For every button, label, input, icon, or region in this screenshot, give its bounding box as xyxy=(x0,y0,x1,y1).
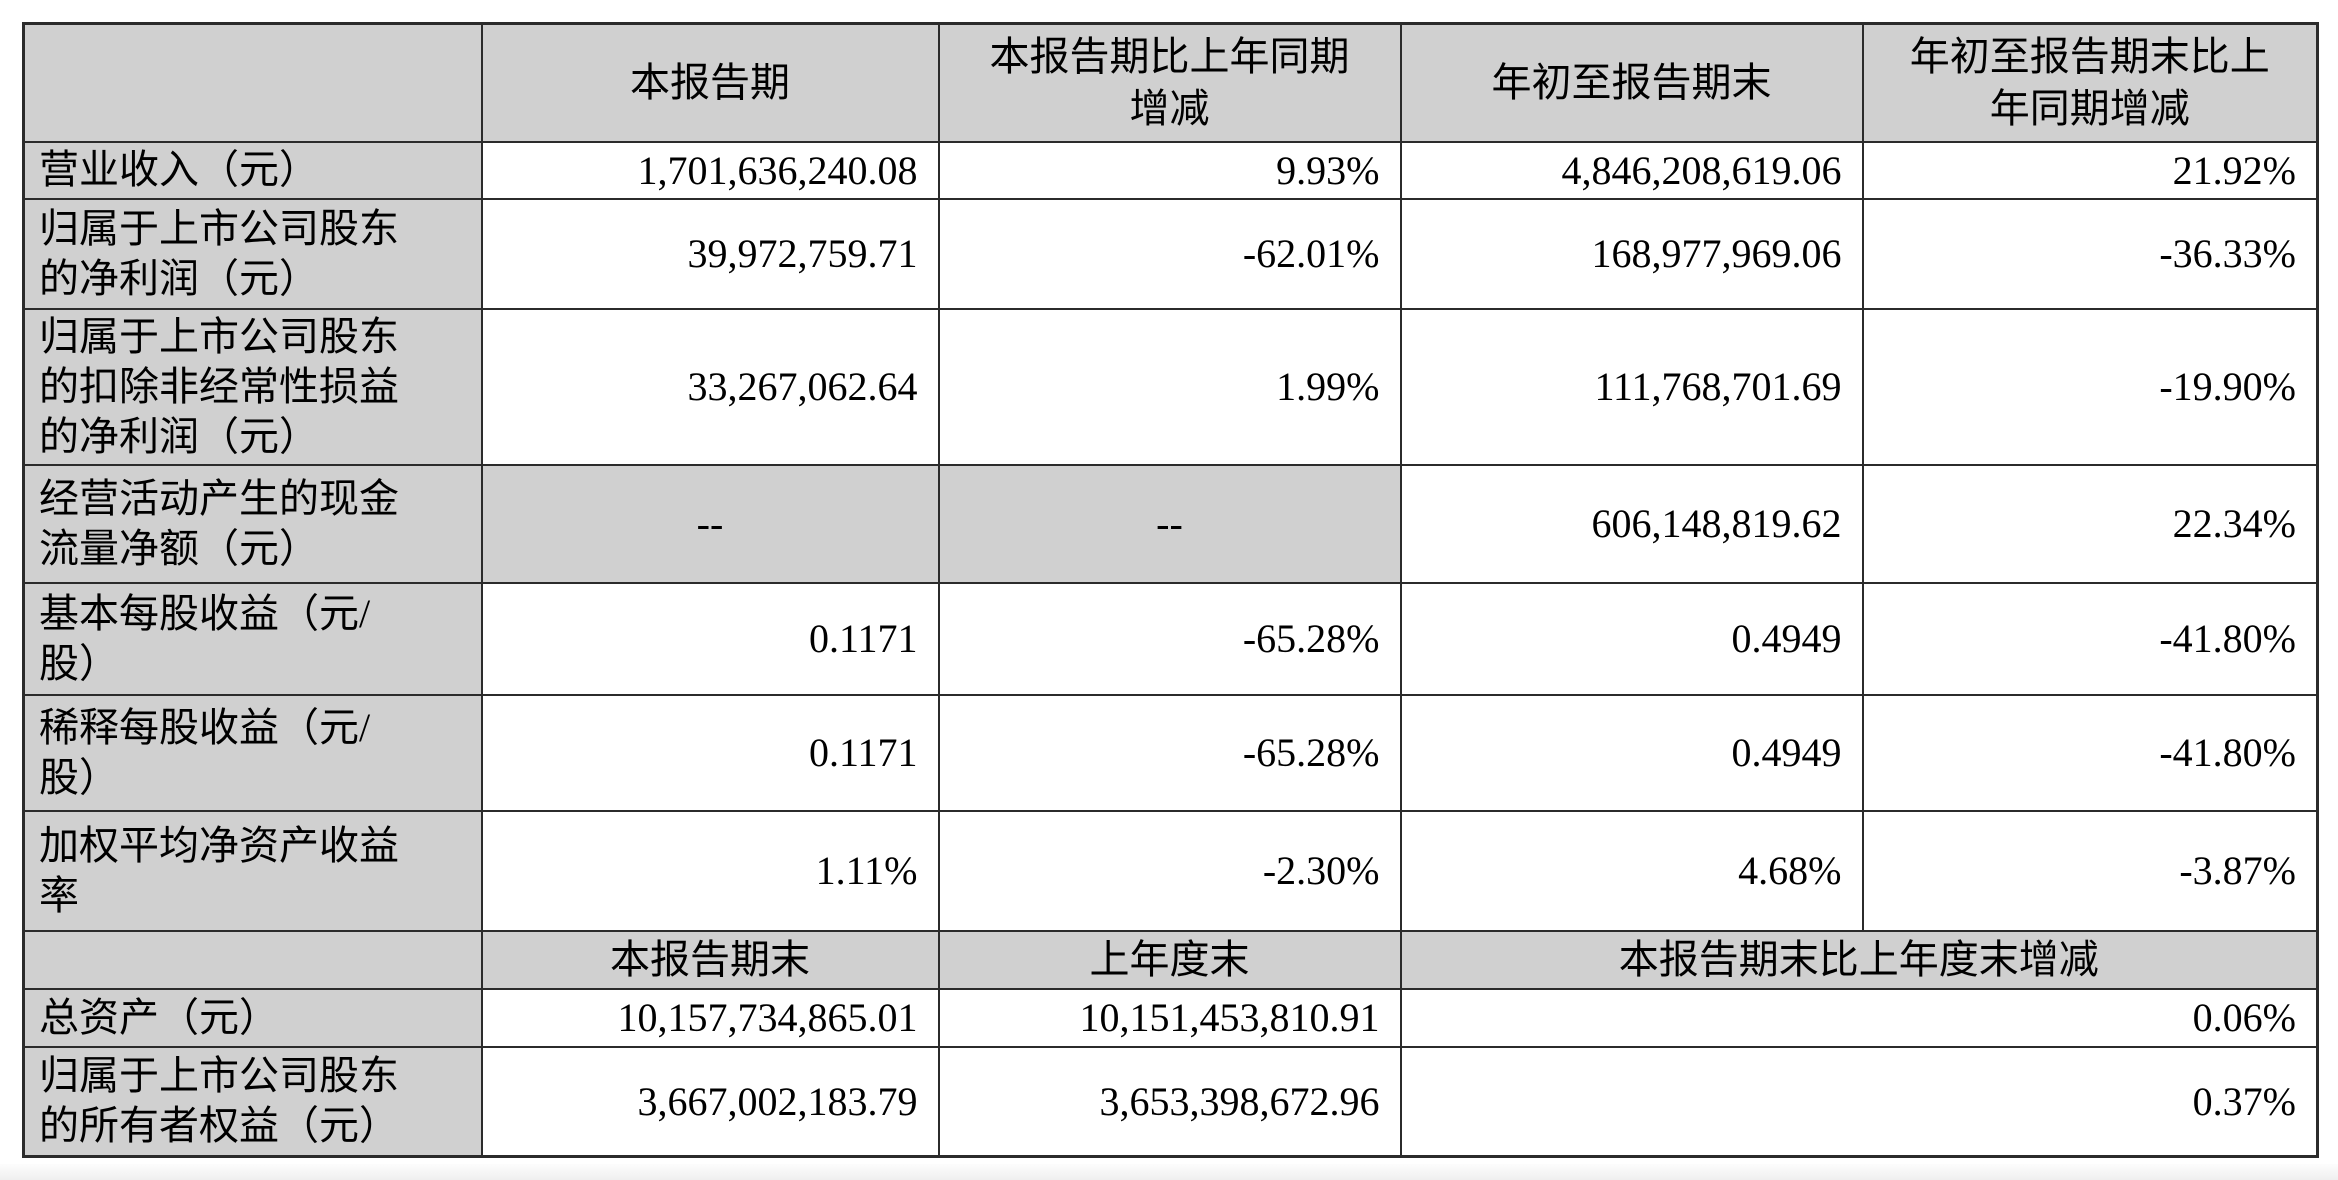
table-row-basic-eps: 基本每股收益（元/ 股） 0.1171 -65.28% 0.4949 -41.8… xyxy=(22,581,2319,696)
cell-value: 0.4949 xyxy=(1399,693,1864,812)
cell-value: 4.68% xyxy=(1399,809,1864,932)
cell-value-empty: -- xyxy=(480,463,940,584)
col-header-end-of-last-year: 上年度末 xyxy=(937,929,1402,990)
cell-value: 1,701,636,240.08 xyxy=(480,140,940,200)
cell-value: 168,977,969.06 xyxy=(1399,197,1864,310)
row-label: 加权平均净资产收益 率 xyxy=(22,809,483,932)
cell-value: 0.06% xyxy=(1399,987,2319,1048)
row-label: 归属于上市公司股东 的净利润（元） xyxy=(22,197,483,310)
cell-value: 10,157,734,865.01 xyxy=(480,987,940,1048)
cell-value: 33,267,062.64 xyxy=(480,307,940,466)
cell-value: 0.1171 xyxy=(480,693,940,812)
table-row-diluted-eps: 稀释每股收益（元/ 股） 0.1171 -65.28% 0.4949 -41.8… xyxy=(22,693,2319,812)
cell-value: -65.28% xyxy=(937,693,1402,812)
table-row-owners-equity: 归属于上市公司股东 的所有者权益（元） 3,667,002,183.79 3,6… xyxy=(22,1045,2319,1158)
page-bottom-strip xyxy=(0,1164,2338,1180)
row-label: 基本每股收益（元/ 股） xyxy=(22,581,483,696)
cell-value: 22.34% xyxy=(1861,463,2319,584)
col-header-ytd: 年初至报告期末 xyxy=(1399,22,1864,143)
cell-value: 0.4949 xyxy=(1399,581,1864,696)
cell-value: -19.90% xyxy=(1861,307,2319,466)
table-row-net-profit-excl-nonrecurring: 归属于上市公司股东 的扣除非经常性损益 的净利润（元） 33,267,062.6… xyxy=(22,307,2319,466)
cell-value: 3,653,398,672.96 xyxy=(937,1045,1402,1158)
table-row-revenue: 营业收入（元） 1,701,636,240.08 9.93% 4,846,208… xyxy=(22,140,2319,200)
corner-cell xyxy=(22,22,483,143)
col-header-current-period-yoy-change: 本报告期比上年同期 增减 xyxy=(937,22,1402,143)
table-row-net-profit: 归属于上市公司股东 的净利润（元） 39,972,759.71 -62.01% … xyxy=(22,197,2319,310)
cell-value: 4,846,208,619.06 xyxy=(1399,140,1864,200)
table-row-operating-cash-flow: 经营活动产生的现金 流量净额（元） -- -- 606,148,819.62 2… xyxy=(22,463,2319,584)
cell-value: -62.01% xyxy=(937,197,1402,310)
cell-value: -3.87% xyxy=(1861,809,2319,932)
cell-value: 0.1171 xyxy=(480,581,940,696)
col-header-ytd-yoy-change: 年初至报告期末比上 年同期增减 xyxy=(1861,22,2319,143)
row-label: 稀释每股收益（元/ 股） xyxy=(22,693,483,812)
cell-value: -41.80% xyxy=(1861,581,2319,696)
row-label: 归属于上市公司股东 的扣除非经常性损益 的净利润（元） xyxy=(22,307,483,466)
cell-value: 3,667,002,183.79 xyxy=(480,1045,940,1158)
cell-value: -65.28% xyxy=(937,581,1402,696)
financial-summary-table: 本报告期 本报告期比上年同期 增减 年初至报告期末 年初至报告期末比上 年同期增… xyxy=(22,22,2319,1158)
section1-header-row: 本报告期 本报告期比上年同期 增减 年初至报告期末 年初至报告期末比上 年同期增… xyxy=(22,22,2319,143)
row-label: 归属于上市公司股东 的所有者权益（元） xyxy=(22,1045,483,1158)
cell-value: 21.92% xyxy=(1861,140,2319,200)
cell-value: -41.80% xyxy=(1861,693,2319,812)
row-label: 总资产（元） xyxy=(22,987,483,1048)
cell-value: 39,972,759.71 xyxy=(480,197,940,310)
cell-value: 606,148,819.62 xyxy=(1399,463,1864,584)
cell-value: 111,768,701.69 xyxy=(1399,307,1864,466)
cell-value: -36.33% xyxy=(1861,197,2319,310)
col-header-end-of-period: 本报告期末 xyxy=(480,929,940,990)
cell-value: 9.93% xyxy=(937,140,1402,200)
table-row-total-assets: 总资产（元） 10,157,734,865.01 10,151,453,810.… xyxy=(22,987,2319,1048)
table-row-weighted-avg-roe: 加权平均净资产收益 率 1.11% -2.30% 4.68% -3.87% xyxy=(22,809,2319,932)
cell-value: 0.37% xyxy=(1399,1045,2319,1158)
row-label: 营业收入（元） xyxy=(22,140,483,200)
col-header-period-end-vs-year-end-change: 本报告期末比上年度末增减 xyxy=(1399,929,2319,990)
cell-value: 1.11% xyxy=(480,809,940,932)
cell-value-empty: -- xyxy=(937,463,1402,584)
cell-value: 1.99% xyxy=(937,307,1402,466)
corner-cell xyxy=(22,929,483,990)
cell-value: -2.30% xyxy=(937,809,1402,932)
col-header-current-period: 本报告期 xyxy=(480,22,940,143)
row-label: 经营活动产生的现金 流量净额（元） xyxy=(22,463,483,584)
section2-header-row: 本报告期末 上年度末 本报告期末比上年度末增减 xyxy=(22,929,2319,990)
cell-value: 10,151,453,810.91 xyxy=(937,987,1402,1048)
